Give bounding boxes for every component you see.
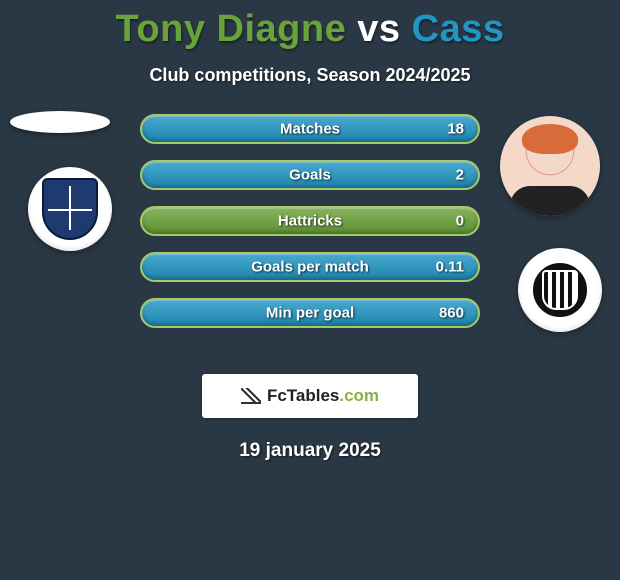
stat-value-right: 860 [439, 305, 464, 322]
stat-value-right: 18 [447, 121, 464, 138]
title-player1: Tony Diagne [116, 8, 347, 50]
barrow-shield-icon [42, 178, 98, 240]
player1-avatar [10, 111, 110, 133]
stat-bar: Min per goal 860 [140, 298, 480, 328]
title-player2: Cass [412, 8, 505, 50]
stat-bar: Goals 2 [140, 160, 480, 190]
watermark-text: FcTables.com [267, 386, 379, 406]
grimsby-shield-icon [531, 261, 589, 319]
stat-label: Goals per match [251, 259, 369, 276]
stat-label: Matches [280, 121, 340, 138]
chart-icon [241, 388, 261, 404]
player1-club-badge [28, 167, 112, 251]
comparison-title: Tony Diagne vs Cass [0, 0, 620, 51]
stat-label: Min per goal [266, 305, 354, 322]
title-vs: vs [357, 8, 400, 50]
player2-avatar [500, 116, 600, 216]
stat-label: Hattricks [278, 213, 342, 230]
stat-value-right: 0 [456, 213, 464, 230]
player2-club-badge [518, 248, 602, 332]
watermark: FcTables.com [202, 374, 418, 418]
stat-bar: Matches 18 [140, 114, 480, 144]
subtitle: Club competitions, Season 2024/2025 [0, 65, 620, 86]
stat-value-right: 0.11 [436, 259, 464, 276]
stat-bar: Hattricks 0 [140, 206, 480, 236]
stat-value-right: 2 [456, 167, 464, 184]
watermark-domain: .com [339, 386, 379, 405]
date-stamp: 19 january 2025 [0, 440, 620, 462]
stat-bars: Matches 18 Goals 2 Hattricks 0 Goals per match… [140, 114, 480, 344]
watermark-brand: FcTables [267, 386, 339, 405]
stat-label: Goals [289, 167, 331, 184]
comparison-content: Matches 18 Goals 2 Hattricks 0 Goals per match… [0, 114, 620, 354]
stat-bar: Goals per match 0.11 [140, 252, 480, 282]
